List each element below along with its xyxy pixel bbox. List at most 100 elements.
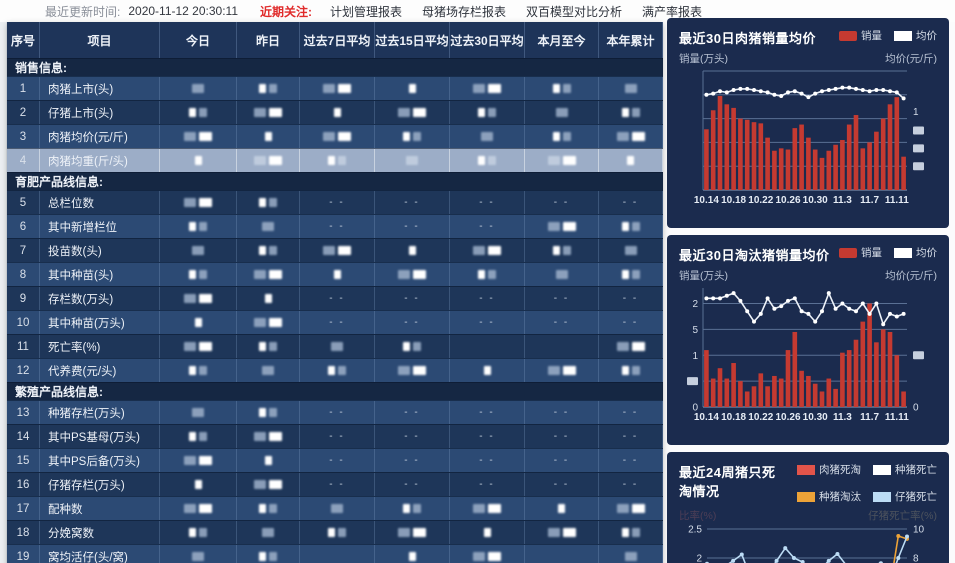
redacted-value [269, 552, 277, 561]
row-label: 其中种苗(万头) [40, 311, 160, 334]
table-row[interactable]: 12 代养费(元/头) [7, 358, 663, 382]
report-link[interactable]: 满产率报表 [642, 4, 703, 19]
table-row[interactable]: 6 其中新增栏位 - -- -- - [7, 214, 663, 238]
redacted-value [558, 504, 565, 513]
redacted-value [254, 156, 266, 165]
row-number: 6 [7, 215, 40, 238]
data-cell: - - [450, 425, 525, 448]
legend-item-均价[interactable]: 均价 [894, 28, 937, 43]
table-row[interactable]: 14 其中PS基母(万头) - -- -- -- -- - [7, 424, 663, 448]
table-row[interactable]: 11 死亡率(%) [7, 334, 663, 358]
row-label: 其中PS后备(万头) [40, 449, 160, 472]
data-cell: - - [450, 449, 525, 472]
table-row[interactable]: 4 肉猪均重(斤/头) [7, 148, 663, 172]
report-link[interactable]: 双百模型对比分析 [526, 4, 623, 19]
svg-text:0: 0 [692, 403, 698, 414]
data-cell: - - [450, 191, 525, 214]
table-row[interactable]: 16 仔猪存栏(万头) - -- -- -- -- - [7, 472, 663, 496]
row-number: 17 [7, 497, 40, 520]
redacted-value [562, 222, 576, 231]
redacted-value [189, 528, 196, 537]
table-row[interactable]: 7 投苗数(头) [7, 238, 663, 262]
data-cell [160, 545, 237, 563]
row-label: 其中种苗(头) [40, 263, 160, 286]
legend-item-种猪淘汰[interactable]: 种猪淘汰 [797, 489, 861, 504]
data-cell [237, 263, 300, 286]
row-number: 16 [7, 473, 40, 496]
table-row[interactable]: 8 其中种苗(头) [7, 262, 663, 286]
table-row[interactable]: 1 肉猪上市(头) [7, 76, 663, 100]
redacted-value [184, 456, 196, 465]
svg-text:10.14: 10.14 [694, 195, 719, 206]
svg-text:11.7: 11.7 [860, 412, 879, 423]
data-cell: - - [300, 473, 375, 496]
mortality-chart[interactable]: 2.521.51086 [679, 525, 937, 563]
data-cell [599, 359, 663, 382]
redacted-value [562, 156, 576, 165]
data-cell [525, 215, 599, 238]
data-cell [599, 149, 663, 172]
redacted-value [621, 222, 629, 231]
redacted-value [488, 246, 501, 255]
redacted-value [473, 504, 485, 513]
legend-item-销量[interactable]: 销量 [839, 245, 882, 260]
redacted-value [192, 84, 204, 93]
data-cell [525, 125, 599, 148]
data-cell [160, 149, 237, 172]
y-axis-right-label: 均价(元/斤) [885, 270, 937, 282]
table-row[interactable]: 13 种猪存栏(万头) - -- -- -- -- - [7, 400, 663, 424]
table-row[interactable]: 18 分娩窝数 [7, 520, 663, 544]
data-cell [375, 521, 450, 544]
data-cell [300, 149, 375, 172]
table-row[interactable]: 10 其中种苗(万头) - -- -- -- -- - [7, 310, 663, 334]
table-row[interactable]: 2 仔猪上市(头) [7, 100, 663, 124]
redacted-value [199, 108, 207, 117]
legend-item-肉猪死淘[interactable]: 肉猪死淘 [797, 462, 861, 477]
data-cell: - - [375, 473, 450, 496]
svg-text:5: 5 [692, 325, 698, 336]
svg-text:10.22: 10.22 [748, 195, 773, 206]
data-cell: - - [375, 191, 450, 214]
pig-sales-chart[interactable]: 1 10.14 10.18 10.22 10.26 10.30 11.3 11.7 11.11 [679, 68, 937, 208]
data-cell: - - [525, 287, 599, 310]
chart-legend: 销量 均价 [839, 245, 937, 260]
line-dot-icon [894, 247, 912, 258]
row-label: 投苗数(头) [40, 239, 160, 262]
report-link[interactable]: 计划管理报表 [330, 4, 403, 19]
table-row[interactable]: 3 肉猪均价(元/斤) [7, 124, 663, 148]
data-cell [300, 521, 375, 544]
data-cell: - - [599, 473, 663, 496]
data-cell: - - [525, 473, 599, 496]
legend-item-种猪死亡[interactable]: 种猪死亡 [873, 462, 937, 477]
redacted-value [269, 504, 277, 513]
bar-swatch-icon [839, 247, 857, 258]
legend-item-仔猪死亡[interactable]: 仔猪死亡 [873, 489, 937, 504]
legend-item-销量[interactable]: 销量 [839, 28, 882, 43]
legend-item-均价[interactable]: 均价 [894, 245, 937, 260]
redacted-value [269, 408, 277, 417]
table-row[interactable]: 17 配种数 [7, 496, 663, 520]
data-cell [525, 497, 599, 520]
redacted-value [328, 366, 335, 375]
data-cell [450, 521, 525, 544]
table-row[interactable]: 15 其中PS后备(万头) - -- -- -- -- - [7, 448, 663, 472]
redacted-value [184, 132, 196, 141]
svg-text:10.18: 10.18 [721, 195, 746, 206]
report-link[interactable]: 母猪场存栏报表 [422, 4, 507, 19]
data-cell [160, 239, 237, 262]
data-cell [450, 149, 525, 172]
redacted-value [483, 366, 491, 375]
data-cell [599, 545, 663, 563]
redacted-value [269, 84, 277, 93]
data-cell [450, 77, 525, 100]
chart-card-cull-sales: 最近30日淘汰猪销量均价 销量 均价 销量(万头) 均价(元/斤) 0 1 5 2 0 10… [667, 235, 949, 445]
data-cell: - - [375, 215, 450, 238]
chart-legend: 肉猪死淘 种猪死亡 种猪淘汰 仔猪死亡 [787, 462, 937, 504]
redacted-value [333, 108, 341, 117]
table-row[interactable]: 5 总栏位数 - -- -- -- -- - [7, 190, 663, 214]
data-cell [160, 263, 237, 286]
svg-text:11.11: 11.11 [885, 412, 909, 423]
table-row[interactable]: 19 窝均活仔(头/窝) [7, 544, 663, 563]
table-row[interactable]: 9 存栏数(万头) - -- -- -- -- - [7, 286, 663, 310]
